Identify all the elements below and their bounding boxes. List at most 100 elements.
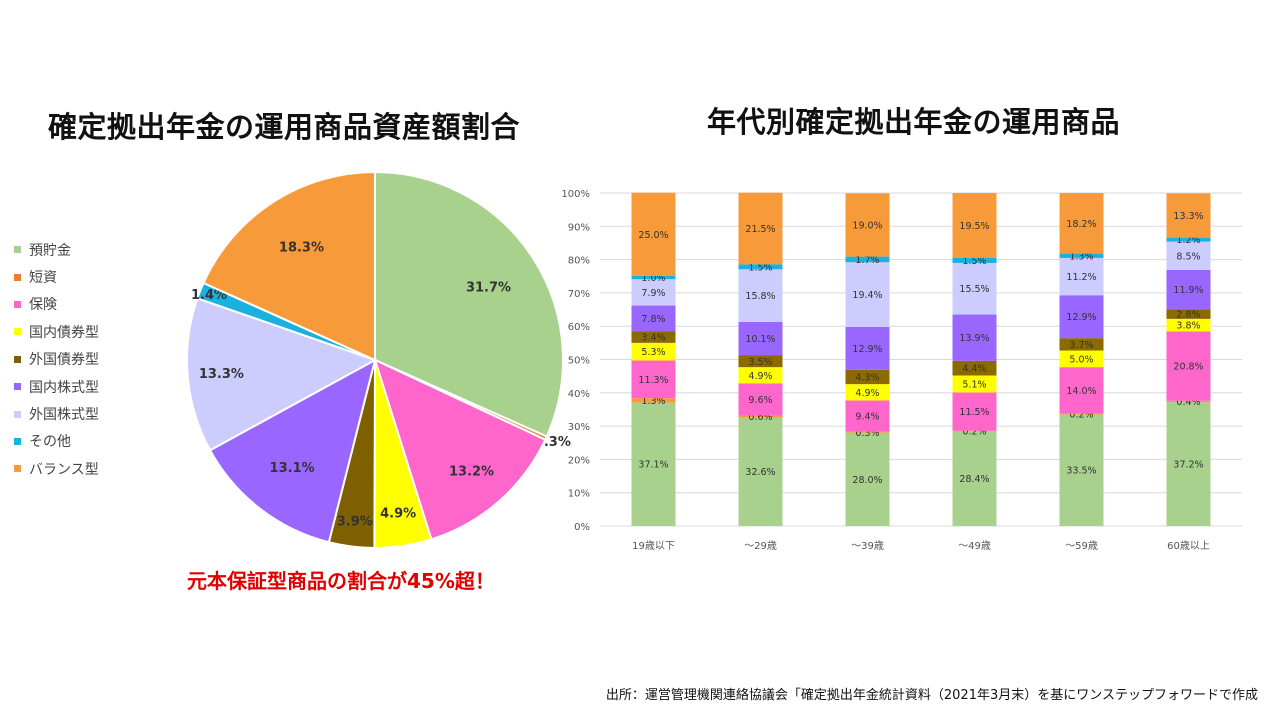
y-tick-label: 0% [574, 522, 590, 533]
legend-swatch [14, 355, 21, 363]
y-tick-label: 90% [568, 222, 590, 233]
pie-label-6: 13.1% [270, 461, 315, 476]
bar-segment [738, 321, 783, 356]
bar-segment [631, 360, 676, 399]
bar-segment [738, 269, 783, 322]
bar-value-label: 33.5% [1066, 466, 1096, 477]
pie-chart-title: 確定拠出年金の運用商品資産額割合 [48, 110, 521, 144]
y-tick-label: 30% [568, 422, 590, 433]
bar-segment [845, 431, 890, 433]
bar-value-label: 15.5% [959, 284, 989, 295]
legend-swatch [14, 273, 21, 281]
y-tick-label: 60% [568, 322, 590, 333]
stacked-bar-chart: 0% 10% 20% 30% 40% 50% 60% 70% 80% 90% 100% 37.1% 1.… [561, 189, 1242, 552]
bar-value-label: 11.5% [959, 407, 989, 418]
bar-value-label: 12.9% [1066, 312, 1096, 323]
bar-segment [952, 257, 997, 263]
bar-segment [1166, 241, 1211, 270]
bar-value-label: 19.5% [959, 221, 989, 232]
legend-item: 国内株式型 [14, 373, 99, 400]
bar-segment [1059, 253, 1104, 258]
bar-value-label: 9.4% [855, 412, 879, 423]
bar-segment [845, 432, 890, 526]
bar-value-label: 11.3% [638, 375, 668, 386]
bar-segment [1059, 257, 1104, 296]
bar-value-label: 4.9% [855, 388, 879, 399]
x-tick-label: ～59歳 [1065, 540, 1098, 552]
bar-segment [631, 398, 676, 403]
bar-segment [952, 431, 997, 526]
bar-value-label: 11.2% [1066, 272, 1096, 283]
legend-item: 国内債券型 [14, 318, 99, 345]
bar-segment [952, 314, 997, 361]
bar-value-label: 0.2% [962, 427, 986, 438]
bar-value-label: 1.3% [1069, 251, 1093, 262]
bar-value-label: 13.9% [959, 333, 989, 344]
bar-value-label: 8.5% [1176, 251, 1200, 262]
legend-item: 保険 [14, 291, 99, 318]
legend-swatch [14, 383, 21, 391]
legend-item: バランス型 [14, 455, 99, 482]
bar-segment [952, 392, 997, 431]
pie-chart: 31.7%0.3%13.2%4.9%3.9%13.1%13.3%1.4%18.3… [186, 170, 571, 550]
bar-value-label: 0.6% [748, 412, 772, 423]
bar-value-label: 13.3% [1173, 211, 1203, 222]
bar-value-label: 3.4% [641, 333, 665, 344]
highlight-note: 元本保証型商品の割合が45%超！ [187, 569, 495, 593]
y-tick-label: 20% [568, 455, 590, 466]
y-tick-label: 80% [568, 256, 590, 267]
bar-segment [1166, 193, 1211, 238]
bar-segment [631, 275, 676, 280]
bar-value-label: 3.8% [1176, 321, 1200, 332]
bar-value-label: 1.3% [641, 396, 665, 407]
pie-label-5: 3.9% [337, 514, 373, 529]
bar-chart-title: 年代別確定拠出年金の運用商品 [707, 105, 1121, 139]
legend-swatch [14, 300, 21, 308]
bar-segment [952, 375, 997, 393]
bar-segment [1166, 269, 1211, 310]
legend-label: 短資 [29, 270, 57, 287]
bar-value-label: 21.5% [745, 224, 775, 235]
legend-item: 外国株式型 [14, 400, 99, 427]
bar-segment [631, 192, 676, 276]
bar-value-label: 7.8% [641, 314, 665, 325]
bar-segment [631, 331, 676, 343]
bar-value-label: 10.1% [745, 334, 775, 345]
bar-segment [1166, 331, 1211, 401]
bar-segment [631, 342, 676, 361]
bar-value-label: 5.3% [641, 347, 665, 358]
bar-segment [1166, 318, 1211, 332]
bar-segment [952, 193, 997, 258]
legend-label: 預貯金 [29, 242, 71, 259]
legend-label: その他 [29, 434, 71, 451]
bar-value-label: 0.4% [1176, 397, 1200, 408]
pie-label-8: 1.4% [191, 288, 227, 303]
bar-segment [1059, 414, 1104, 526]
bar-segment [738, 192, 783, 265]
x-tick-label: 19歳以下 [632, 540, 675, 552]
bar-segment [631, 402, 676, 526]
bar-value-label: 1.5% [962, 256, 986, 267]
bar-value-label: 19.4% [852, 290, 882, 301]
y-tick-label: 100% [561, 189, 590, 200]
bar-segment [845, 400, 890, 432]
pie-slice-6 [208, 358, 377, 544]
legend-label: 外国株式型 [29, 407, 99, 424]
pie-slice-1 [374, 170, 564, 438]
legend-label: 国内株式型 [29, 379, 99, 396]
bar-segment [1166, 309, 1211, 319]
pie-label-4: 4.9% [380, 506, 416, 521]
pie-slice-7 [186, 297, 378, 452]
bar-segment [845, 326, 890, 370]
bar-segment [738, 264, 783, 270]
bar-segment [952, 360, 997, 376]
bar-segment [952, 430, 997, 432]
bar-value-label: 11.9% [1173, 285, 1203, 296]
pie-legend: 預貯金 短資 保険 国内債券型 外国債券型 国内株式型 外国株式型 その他 バランス型 [14, 236, 99, 483]
bar-segment [845, 369, 890, 385]
bar-segment [1059, 350, 1104, 368]
legend-swatch [14, 328, 21, 336]
bar-value-label: 19.0% [852, 220, 882, 231]
y-tick-label: 70% [568, 289, 590, 300]
pie-label-7: 13.3% [199, 367, 244, 382]
